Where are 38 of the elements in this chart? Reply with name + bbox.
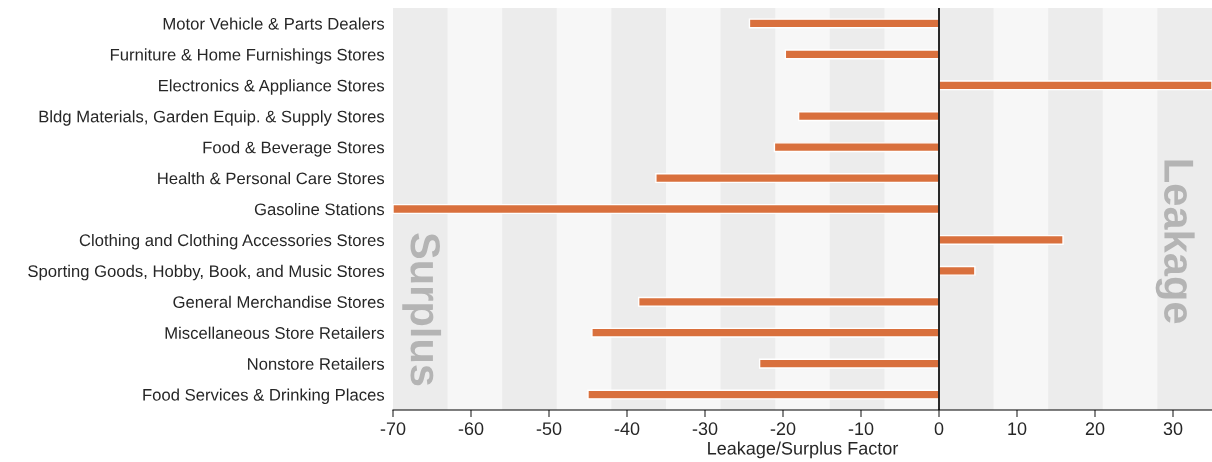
- x-tick-label: -30: [692, 422, 718, 436]
- y-tick-label: Electronics & Appliance Stores: [159, 79, 385, 95]
- x-tick-label: -50: [536, 422, 562, 436]
- x-tick-label: 10: [1008, 422, 1027, 436]
- y-tick-label: Food Services & Drinking Places: [143, 388, 385, 405]
- x-tick-label: 0: [934, 422, 944, 436]
- x-tick-label: 30: [1163, 422, 1183, 436]
- x-tick-label: -40: [614, 422, 640, 436]
- bar: [938, 265, 976, 276]
- y-tick-label: Sporting Goods, Hobby, Book, and Music Stores: [28, 264, 385, 281]
- x-tick-label: -10: [848, 422, 874, 436]
- annotation: Surplus: [402, 233, 442, 386]
- y-tick-label: Clothing and Clothing Accessories Stores: [79, 233, 385, 250]
- bar: [638, 296, 940, 307]
- y-tick-label: General Merchandise Stores: [173, 295, 385, 308]
- y-tick-label: Food & Beverage Stores: [203, 141, 385, 157]
- x-tick-label: -20: [770, 422, 796, 436]
- y-tick-label: Furniture & Home Furnishings Stores: [110, 48, 385, 64]
- annotation: Leakage: [1155, 160, 1195, 324]
- x-tick-label: -60: [458, 422, 484, 436]
- y-tick-label: Health & Personal Care Stores: [158, 172, 385, 185]
- y-tick-label: Nonstore Retailers: [248, 357, 385, 370]
- x-tick-label: -70: [380, 422, 406, 436]
- bar: [655, 173, 940, 184]
- y-tick-label: Miscellaneous Store Retailers: [165, 326, 385, 339]
- bar: [758, 358, 940, 369]
- bar: [748, 18, 940, 29]
- x-axis-title: Leakage/Surplus Factor: [708, 441, 899, 459]
- y-tick-label: Motor Vehicle & Parts Dealers: [163, 17, 385, 30]
- bar: [587, 389, 940, 400]
- bar: [784, 49, 940, 60]
- bar: [797, 111, 940, 122]
- x-tick-label: 20: [1085, 422, 1105, 436]
- y-tick-label: Gasoline Stations: [254, 202, 385, 216]
- bar: [773, 142, 940, 153]
- bar: [938, 234, 1064, 245]
- bar: [591, 327, 940, 338]
- y-tick-label: Bldg Materials, Garden Equip. & Supply Stores: [39, 110, 385, 126]
